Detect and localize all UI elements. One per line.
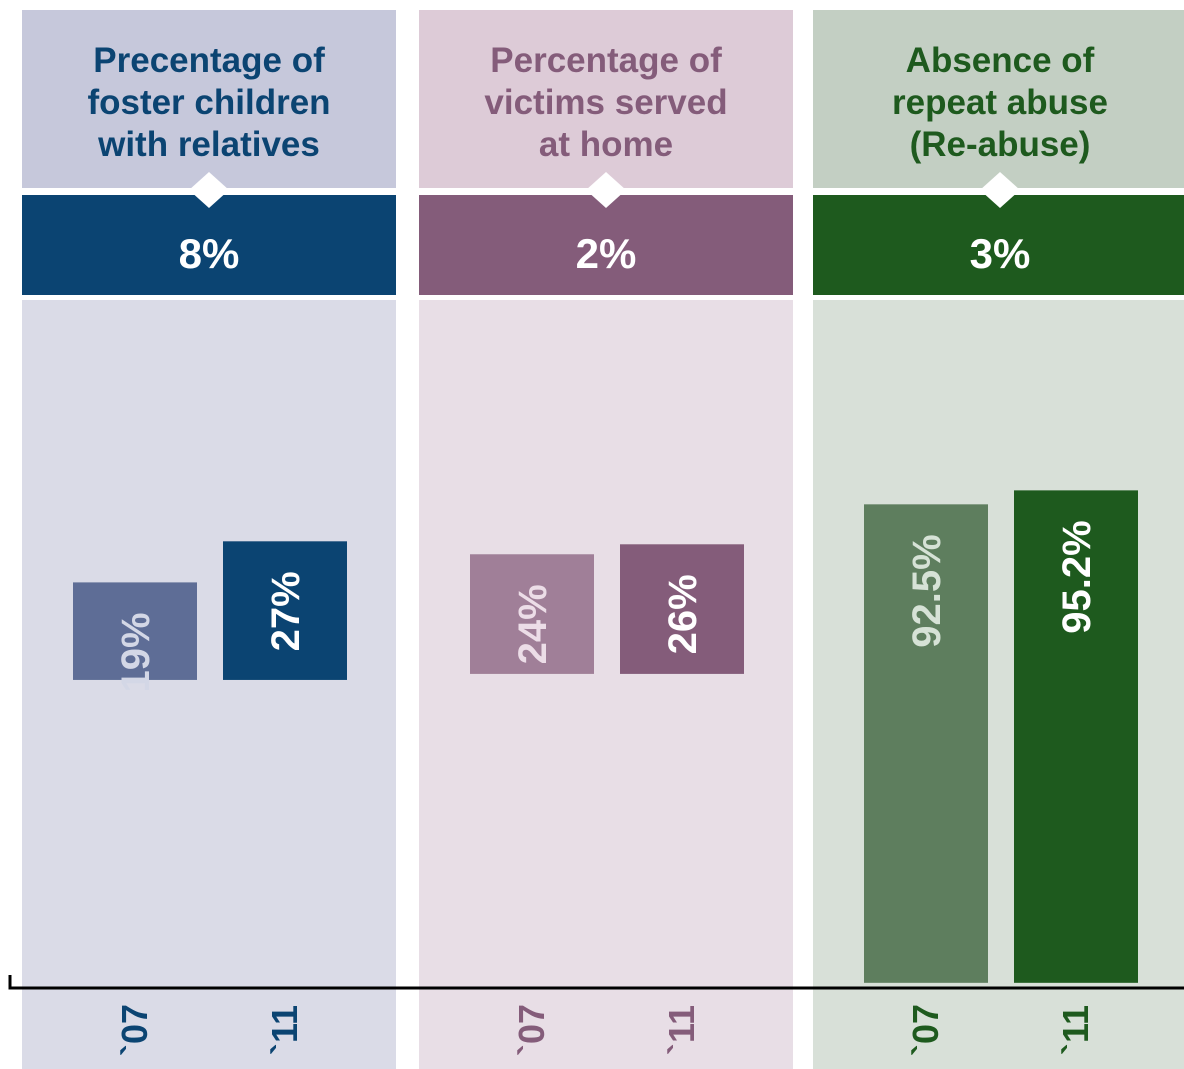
diamond <box>586 172 626 208</box>
bar <box>1014 490 1138 983</box>
panel-title: Percentage of <box>490 41 722 80</box>
panel-title: at home <box>539 125 673 164</box>
panel-title: repeat abuse <box>892 83 1108 122</box>
change-value: 3% <box>970 230 1031 277</box>
panel-title: Absence of <box>906 41 1095 80</box>
x-tick-label: `07 <box>905 1004 946 1056</box>
baseline <box>8 975 1184 990</box>
header-bg <box>22 10 396 188</box>
panel-title: with relatives <box>97 125 320 164</box>
change-band <box>419 195 793 295</box>
value-label: 27% <box>264 571 308 651</box>
header-bg <box>419 10 793 188</box>
value-label: 24% <box>511 584 555 664</box>
value-label: 26% <box>661 574 705 654</box>
change-band <box>813 195 1184 295</box>
panel-title: Precentage of <box>93 41 325 80</box>
diamond <box>189 172 229 208</box>
bar <box>223 541 347 680</box>
bar <box>73 582 197 680</box>
change-band <box>22 195 396 295</box>
bar <box>620 544 744 674</box>
value-label: 19% <box>114 612 158 692</box>
panel-title: victims served <box>484 83 727 122</box>
x-tick-label: `11 <box>1055 1005 1096 1055</box>
x-tick-label: `07 <box>114 1004 155 1056</box>
diamond <box>980 172 1020 208</box>
x-tick-label: `11 <box>661 1005 702 1055</box>
panel-title: foster children <box>87 83 330 122</box>
value-label: 92.5% <box>905 534 949 647</box>
change-value: 2% <box>576 230 637 277</box>
bar <box>864 504 988 983</box>
change-value: 8% <box>179 230 240 277</box>
header-bg <box>813 10 1184 188</box>
value-label: 95.2% <box>1055 520 1099 633</box>
panel-title: (Re-abuse) <box>910 125 1091 164</box>
x-tick-label: `11 <box>264 1005 305 1055</box>
panel-bg <box>419 300 793 1069</box>
bar <box>470 554 594 674</box>
x-tick-label: `07 <box>511 1004 552 1056</box>
panel-bg <box>22 300 396 1069</box>
